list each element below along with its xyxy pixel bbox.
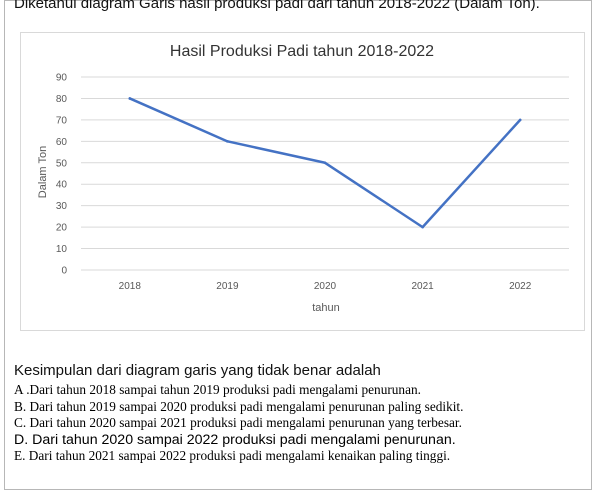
y-tick-label: 70 xyxy=(56,115,68,126)
x-tick-label: 2021 xyxy=(411,281,434,292)
y-tick-label: 90 xyxy=(56,73,68,84)
option-d[interactable]: D. Dari tahun 2020 sampai 2022 produksi … xyxy=(14,431,456,448)
data-point xyxy=(518,118,522,122)
data-point xyxy=(128,97,132,100)
y-tick-label: 40 xyxy=(56,180,68,191)
data-point xyxy=(421,225,424,229)
y-axis-label: Dalam Ton xyxy=(37,146,49,198)
series-layer xyxy=(128,97,522,229)
question-card: Diketahui diagram Garis hasil produksi p… xyxy=(4,0,592,490)
gridlines xyxy=(81,76,569,271)
chart-title: Hasil Produksi Padi tahun 2018-2022 xyxy=(170,43,434,60)
y-tick-label: 10 xyxy=(56,244,68,255)
option-c[interactable]: C. Dari tahun 2020 sampai 2021 produksi … xyxy=(14,415,462,430)
x-tick-label: 2018 xyxy=(119,281,142,292)
option-e[interactable]: E. Dari tahun 2021 sampai 2022 produksi … xyxy=(14,448,451,463)
data-point xyxy=(226,140,229,143)
y-tick-label: 0 xyxy=(61,266,67,277)
x-tick-label: 2020 xyxy=(314,281,337,292)
option-a[interactable]: A .Dari tahun 2018 sampai tahun 2019 pro… xyxy=(14,382,421,397)
y-tick-labels: 0 10 20 30 40 50 60 70 80 90 xyxy=(56,73,68,277)
option-b[interactable]: B. Dari tahun 2019 sampai 2020 produksi … xyxy=(14,398,464,414)
y-tick-label: 80 xyxy=(56,94,68,105)
question-text: Kesimpulan dari diagram garis yang tidak… xyxy=(14,362,381,379)
y-tick-label: 50 xyxy=(56,158,68,169)
chart-container: Hasil Produksi Padi tahun 2018-2022 0 10 2… xyxy=(20,32,585,331)
x-tick-label: 2022 xyxy=(509,281,532,292)
x-tick-labels: 2018 2019 2020 2021 2022 xyxy=(119,281,532,292)
y-tick-label: 60 xyxy=(56,137,68,148)
x-tick-label: 2019 xyxy=(216,281,239,292)
data-point xyxy=(323,161,327,165)
answer-options: A .Dari tahun 2018 sampai tahun 2019 pro… xyxy=(14,382,463,465)
intro-text: Diketahui diagram Garis hasil produksi p… xyxy=(14,0,540,12)
y-tick-label: 30 xyxy=(56,201,68,212)
y-tick-label: 20 xyxy=(56,223,68,234)
x-axis-label: tahun xyxy=(312,302,340,314)
line-chart: Hasil Produksi Padi tahun 2018-2022 0 10 2… xyxy=(37,43,569,314)
